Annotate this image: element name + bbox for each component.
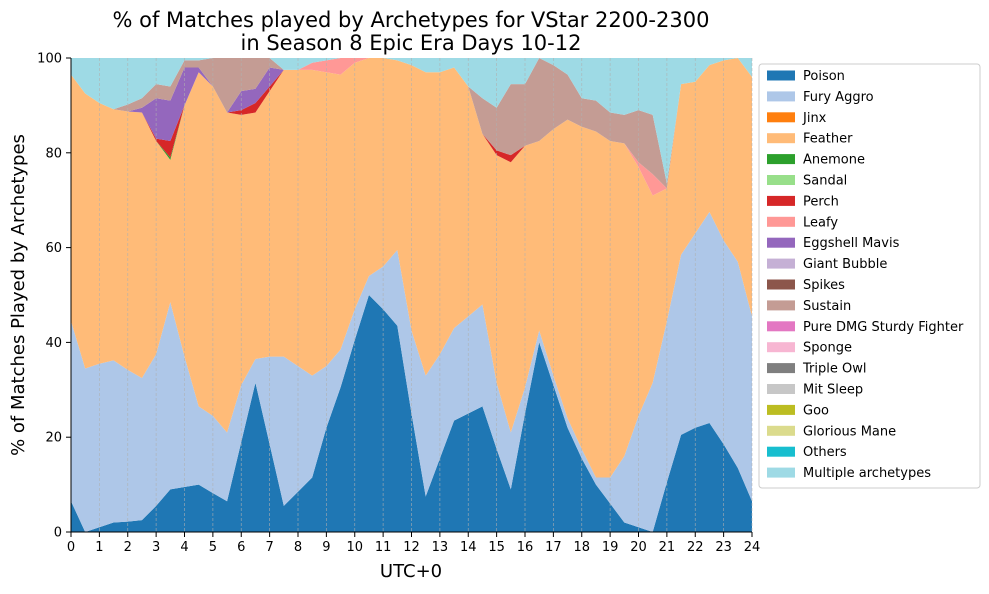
x-tick-label-24: 24 — [744, 540, 761, 555]
legend-swatch-others — [767, 446, 795, 457]
x-tick-label-12: 12 — [403, 540, 420, 555]
legend-swatch-triple-owl — [767, 363, 795, 374]
legend-label-sponge: Sponge — [803, 341, 852, 356]
y-ticks: 0 20 40 60 80 100 — [37, 52, 71, 541]
x-tick-label-6: 6 — [237, 540, 245, 555]
legend-swatch-pure-dmg-sturdy-fighter — [767, 321, 795, 332]
x-tick-label-17: 17 — [545, 540, 562, 555]
area-feather — [71, 58, 752, 478]
legend-swatch-poison — [767, 70, 795, 81]
x-tick-label-13: 13 — [432, 540, 449, 555]
legend-label-anemone: Anemone — [803, 153, 865, 168]
legend-swatch-leafy — [767, 216, 795, 227]
x-tick-label-19: 19 — [602, 540, 619, 555]
legend-swatch-multiple-archetypes — [767, 467, 795, 478]
legend-swatch-sustain — [767, 300, 795, 311]
legend-label-spikes: Spikes — [803, 278, 845, 293]
grid-lines — [70, 58, 753, 532]
legend-swatch-giant-bubble — [767, 258, 795, 269]
legend-swatch-anemone — [767, 154, 795, 165]
x-tick-label-4: 4 — [180, 540, 188, 555]
legend-label-pure-dmg-sturdy-fighter: Pure DMG Sturdy Fighter — [803, 320, 964, 335]
legend-label-jinx: Jinx — [802, 111, 827, 126]
y-tick-label-0: 0 — [54, 526, 62, 541]
y-axis-label: % of Matches Played by Archetypes — [8, 134, 29, 456]
chart-title-line-1: % of Matches played by Archetypes for VS… — [113, 8, 710, 32]
legend-label-others: Others — [803, 445, 847, 460]
x-tick-label-7: 7 — [265, 540, 273, 555]
legend: Poison Fury Aggro Jinx Feather Anemone Sandal… — [758, 63, 981, 489]
chart-title-line-2: in Season 8 Epic Era Days 10-12 — [241, 31, 582, 55]
y-tick-label-100: 100 — [37, 52, 62, 67]
y-tick-label-80: 80 — [45, 146, 62, 161]
legend-label-multiple-archetypes: Multiple archetypes — [803, 466, 931, 481]
x-axis-label: UTC+0 — [380, 561, 442, 582]
x-tick-label-5: 5 — [209, 540, 217, 555]
x-ticks: 0 1 2 3 4 5 6 7 8 9 10 11 12 13 14 15 16 17 18 19 20 21 22 23 24 — [67, 532, 760, 555]
area-fury-aggro — [71, 212, 752, 533]
x-tick-label-18: 18 — [573, 540, 590, 555]
legend-label-triple-owl: Triple Owl — [802, 362, 866, 377]
x-tick-label-20: 20 — [630, 540, 647, 555]
legend-label-sandal: Sandal — [803, 174, 847, 189]
x-tick-label-0: 0 — [67, 540, 75, 555]
legend-swatch-spikes — [767, 279, 795, 290]
legend-label-poison: Poison — [803, 69, 845, 84]
legend-frame — [758, 63, 981, 489]
x-tick-label-10: 10 — [346, 540, 363, 555]
y-tick-label-60: 60 — [45, 241, 62, 256]
x-tick-label-15: 15 — [488, 540, 505, 555]
legend-swatch-feather — [767, 133, 795, 144]
legend-label-glorious-mane: Glorious Mane — [803, 424, 896, 439]
legend-label-leafy: Leafy — [803, 215, 838, 230]
x-tick-label-2: 2 — [124, 540, 132, 555]
legend-swatch-jinx — [767, 112, 795, 123]
x-tick-label-9: 9 — [322, 540, 330, 555]
y-tick-label-40: 40 — [45, 336, 62, 351]
x-tick-label-8: 8 — [294, 540, 302, 555]
x-tick-label-16: 16 — [517, 540, 534, 555]
legend-label-sustain: Sustain — [803, 299, 851, 314]
x-tick-label-14: 14 — [460, 540, 477, 555]
legend-label-eggshell-mavis: Eggshell Mavis — [803, 236, 900, 251]
x-tick-label-1: 1 — [95, 540, 103, 555]
x-tick-label-22: 22 — [687, 540, 704, 555]
legend-label-perch: Perch — [803, 194, 839, 209]
legend-label-giant-bubble: Giant Bubble — [803, 257, 887, 272]
legend-swatch-goo — [767, 404, 795, 415]
legend-label-fury-aggro: Fury Aggro — [803, 90, 874, 105]
legend-swatch-mit-sleep — [767, 384, 795, 394]
legend-swatch-sponge — [767, 342, 795, 353]
legend-label-goo: Goo — [803, 403, 829, 418]
legend-label-feather: Feather — [803, 132, 853, 147]
y-tick-label-20: 20 — [45, 431, 62, 446]
legend-swatch-fury-aggro — [767, 91, 795, 102]
x-tick-label-11: 11 — [375, 540, 392, 555]
legend-swatch-sandal — [767, 175, 795, 185]
x-tick-label-3: 3 — [152, 540, 160, 555]
legend-swatch-eggshell-mavis — [767, 237, 795, 248]
x-tick-label-23: 23 — [715, 540, 732, 555]
x-tick-label-21: 21 — [659, 540, 676, 555]
legend-swatch-glorious-mane — [767, 425, 795, 436]
legend-label-mit-sleep: Mit Sleep — [803, 383, 863, 398]
legend-swatch-perch — [767, 195, 795, 206]
